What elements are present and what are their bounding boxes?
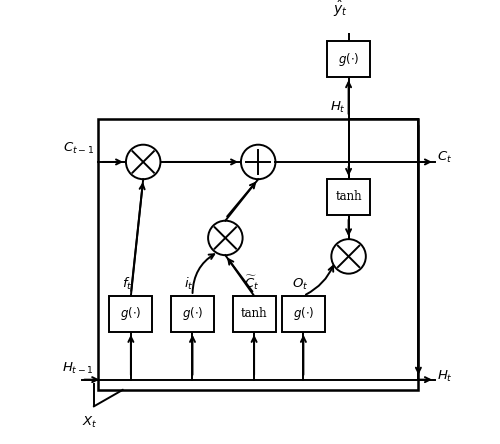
Text: $g(\cdot)$: $g(\cdot)$ [338,51,359,68]
Text: $C_t$: $C_t$ [437,150,452,165]
Text: $g(\cdot)$: $g(\cdot)$ [182,305,203,322]
FancyBboxPatch shape [327,41,370,77]
FancyBboxPatch shape [282,296,325,332]
FancyBboxPatch shape [171,296,214,332]
Text: $f_t$: $f_t$ [122,276,133,292]
Text: $C_{t-1}$: $C_{t-1}$ [62,141,94,156]
Text: $g(\cdot)$: $g(\cdot)$ [120,305,142,322]
Text: $\widetilde{C}_t$: $\widetilde{C}_t$ [244,274,260,292]
Text: tanh: tanh [241,307,268,321]
Text: $X_t$: $X_t$ [82,415,97,430]
FancyBboxPatch shape [110,296,152,332]
Text: $g(\cdot)$: $g(\cdot)$ [292,305,314,322]
Text: $H_{t-1}$: $H_{t-1}$ [62,361,94,376]
Text: $\hat{y}_t$: $\hat{y}_t$ [333,0,348,19]
Text: $i_t$: $i_t$ [184,276,194,292]
FancyBboxPatch shape [98,119,418,390]
Text: $H_t$: $H_t$ [330,99,346,115]
FancyBboxPatch shape [232,296,276,332]
Text: tanh: tanh [336,190,362,203]
Text: $O_t$: $O_t$ [292,277,308,292]
FancyBboxPatch shape [327,179,370,215]
Text: $H_t$: $H_t$ [437,369,453,384]
